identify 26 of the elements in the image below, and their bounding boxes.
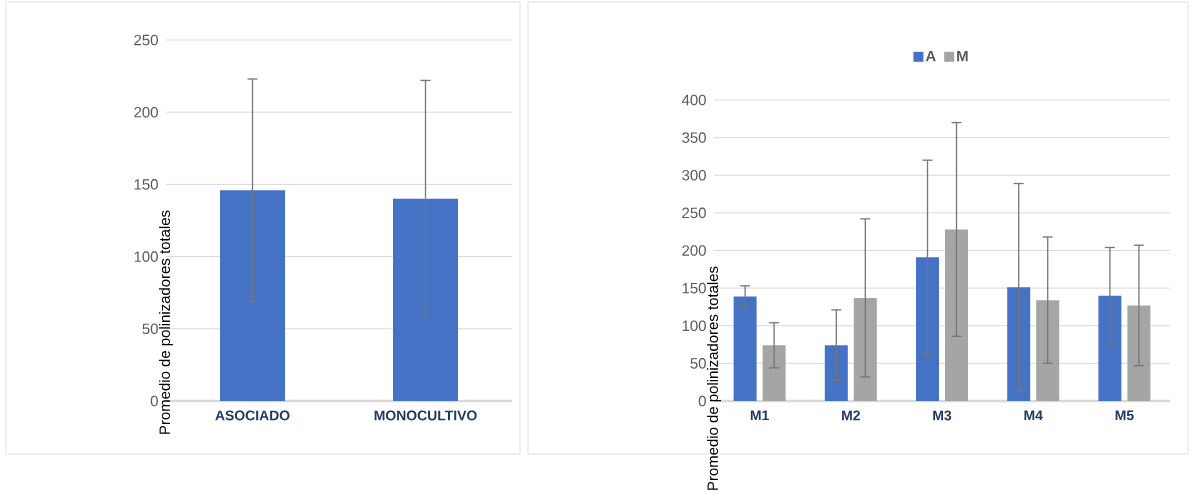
legend-label: A bbox=[925, 50, 936, 62]
y-tick-label: 0 bbox=[150, 395, 158, 407]
y-axis-title: Promedio de polinizadores totales bbox=[159, 210, 173, 434]
y-tick-label: 350 bbox=[682, 132, 706, 143]
y-tick-label: 50 bbox=[690, 357, 706, 369]
x-tick-label: M2 bbox=[842, 410, 860, 421]
x-tick-label: M5 bbox=[1115, 410, 1134, 421]
x-tick-label: ASOCIADO bbox=[215, 410, 290, 421]
y-tick-label: 300 bbox=[682, 169, 706, 181]
x-tick-label: M4 bbox=[1024, 410, 1043, 420]
y-tick-label: 250 bbox=[134, 34, 158, 46]
y-tick-label: 200 bbox=[134, 106, 158, 118]
y-tick-label: 100 bbox=[682, 320, 706, 331]
y-tick-label: 400 bbox=[681, 94, 706, 106]
y-tick-label: 0 bbox=[698, 395, 706, 407]
y-tick-label: 150 bbox=[134, 178, 158, 190]
x-tick-label: M3 bbox=[933, 410, 952, 421]
y-axis-title: Promedio de polinizadores totales bbox=[707, 266, 721, 490]
legend-label: M bbox=[957, 50, 968, 62]
y-tick-label: 50 bbox=[142, 323, 158, 334]
x-tick-label: M1 bbox=[750, 410, 769, 420]
y-tick-label: 200 bbox=[682, 245, 706, 256]
x-tick-label: MONOCULTIVO bbox=[374, 410, 477, 421]
y-tick-label: 250 bbox=[682, 207, 706, 218]
y-tick-label: 100 bbox=[134, 251, 158, 262]
y-tick-label: 150 bbox=[682, 282, 706, 294]
